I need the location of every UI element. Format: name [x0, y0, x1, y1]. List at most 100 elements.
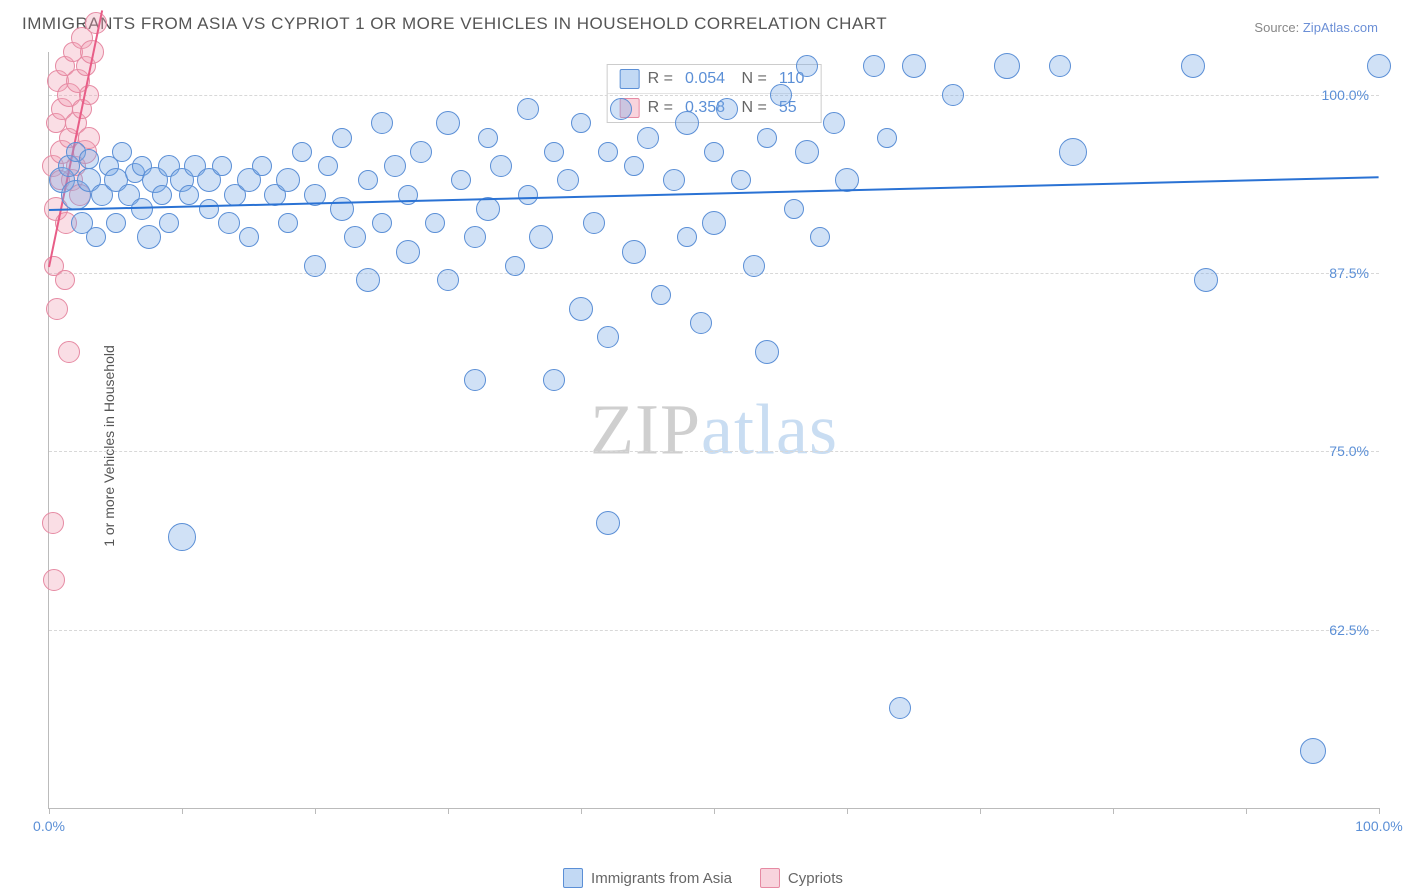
asia-point — [505, 256, 525, 276]
asia-point — [278, 213, 298, 233]
watermark-zip: ZIP — [590, 390, 701, 470]
asia-point — [358, 170, 378, 190]
legend-label: Cypriots — [788, 870, 843, 887]
cypriots-point — [85, 12, 107, 34]
asia-point — [716, 98, 738, 120]
y-tick-label: 75.0% — [1329, 443, 1369, 459]
asia-point — [942, 84, 964, 106]
r-label: R = — [648, 99, 673, 117]
asia-point — [252, 156, 272, 176]
asia-point — [1194, 268, 1218, 292]
asia-point — [598, 142, 618, 162]
asia-point — [218, 212, 240, 234]
legend-swatch-pink — [760, 868, 780, 888]
gridline — [49, 273, 1379, 274]
asia-point — [795, 140, 819, 164]
asia-point — [410, 141, 432, 163]
gridline — [49, 451, 1379, 452]
asia-point — [356, 268, 380, 292]
x-tick — [315, 808, 316, 814]
cypriots-point — [46, 298, 68, 320]
asia-point — [770, 84, 792, 106]
x-tick-label: 0.0% — [33, 818, 65, 834]
asia-point — [425, 213, 445, 233]
legend-item-cypriots: Cypriots — [760, 868, 843, 888]
asia-point — [677, 227, 697, 247]
x-tick — [1113, 808, 1114, 814]
asia-point — [702, 211, 726, 235]
asia-point — [529, 225, 553, 249]
asia-point — [757, 128, 777, 148]
cypriots-point — [43, 569, 65, 591]
asia-point — [384, 155, 406, 177]
asia-point — [569, 297, 593, 321]
asia-point — [889, 697, 911, 719]
asia-point — [168, 523, 196, 551]
asia-point — [318, 156, 338, 176]
series-legend: Immigrants from Asia Cypriots — [0, 868, 1406, 888]
asia-point — [304, 255, 326, 277]
asia-point — [517, 98, 539, 120]
asia-point — [330, 197, 354, 221]
asia-point — [106, 213, 126, 233]
asia-point — [663, 169, 685, 191]
asia-point — [810, 227, 830, 247]
y-tick-label: 100.0% — [1322, 87, 1369, 103]
r-label: R = — [648, 70, 673, 88]
asia-point — [371, 112, 393, 134]
asia-point — [152, 185, 172, 205]
asia-point — [437, 269, 459, 291]
legend-swatch-blue — [563, 868, 583, 888]
asia-point — [212, 156, 232, 176]
watermark: ZIPatlas — [590, 389, 838, 472]
asia-point — [131, 198, 153, 220]
legend-label: Immigrants from Asia — [591, 870, 732, 887]
asia-point — [1367, 54, 1391, 78]
source-link[interactable]: ZipAtlas.com — [1303, 20, 1378, 35]
x-tick-label: 100.0% — [1355, 818, 1402, 834]
asia-point — [704, 142, 724, 162]
asia-point — [543, 369, 565, 391]
asia-point — [731, 170, 751, 190]
asia-point — [451, 170, 471, 190]
r-value: 0.054 — [685, 70, 725, 88]
asia-point — [199, 199, 219, 219]
asia-point — [1181, 54, 1205, 78]
asia-point — [179, 185, 199, 205]
asia-point — [596, 511, 620, 535]
gridline — [49, 630, 1379, 631]
asia-point — [464, 226, 486, 248]
asia-point — [1049, 55, 1071, 77]
asia-point — [557, 169, 579, 191]
asia-point — [863, 55, 885, 77]
asia-point — [464, 369, 486, 391]
x-tick — [714, 808, 715, 814]
y-tick-label: 87.5% — [1329, 265, 1369, 281]
x-tick — [980, 808, 981, 814]
asia-point — [490, 155, 512, 177]
asia-point — [610, 98, 632, 120]
watermark-atlas: atlas — [701, 390, 838, 470]
asia-point — [1300, 738, 1326, 764]
gridline — [49, 95, 1379, 96]
cypriots-point — [55, 270, 75, 290]
asia-point — [994, 53, 1020, 79]
asia-point — [902, 54, 926, 78]
asia-point — [651, 285, 671, 305]
asia-point — [622, 240, 646, 264]
asia-point — [372, 213, 392, 233]
asia-point — [544, 142, 564, 162]
asia-point — [518, 185, 538, 205]
y-tick-label: 62.5% — [1329, 622, 1369, 638]
cypriots-point — [58, 341, 80, 363]
asia-point — [1059, 138, 1087, 166]
n-label: N = — [737, 70, 767, 88]
x-tick — [581, 808, 582, 814]
cypriots-point — [42, 512, 64, 534]
asia-point — [86, 227, 106, 247]
source-attribution: Source: ZipAtlas.com — [1254, 20, 1378, 35]
asia-point — [79, 149, 99, 169]
asia-point — [624, 156, 644, 176]
asia-point — [690, 312, 712, 334]
legend-swatch-blue — [620, 69, 640, 89]
